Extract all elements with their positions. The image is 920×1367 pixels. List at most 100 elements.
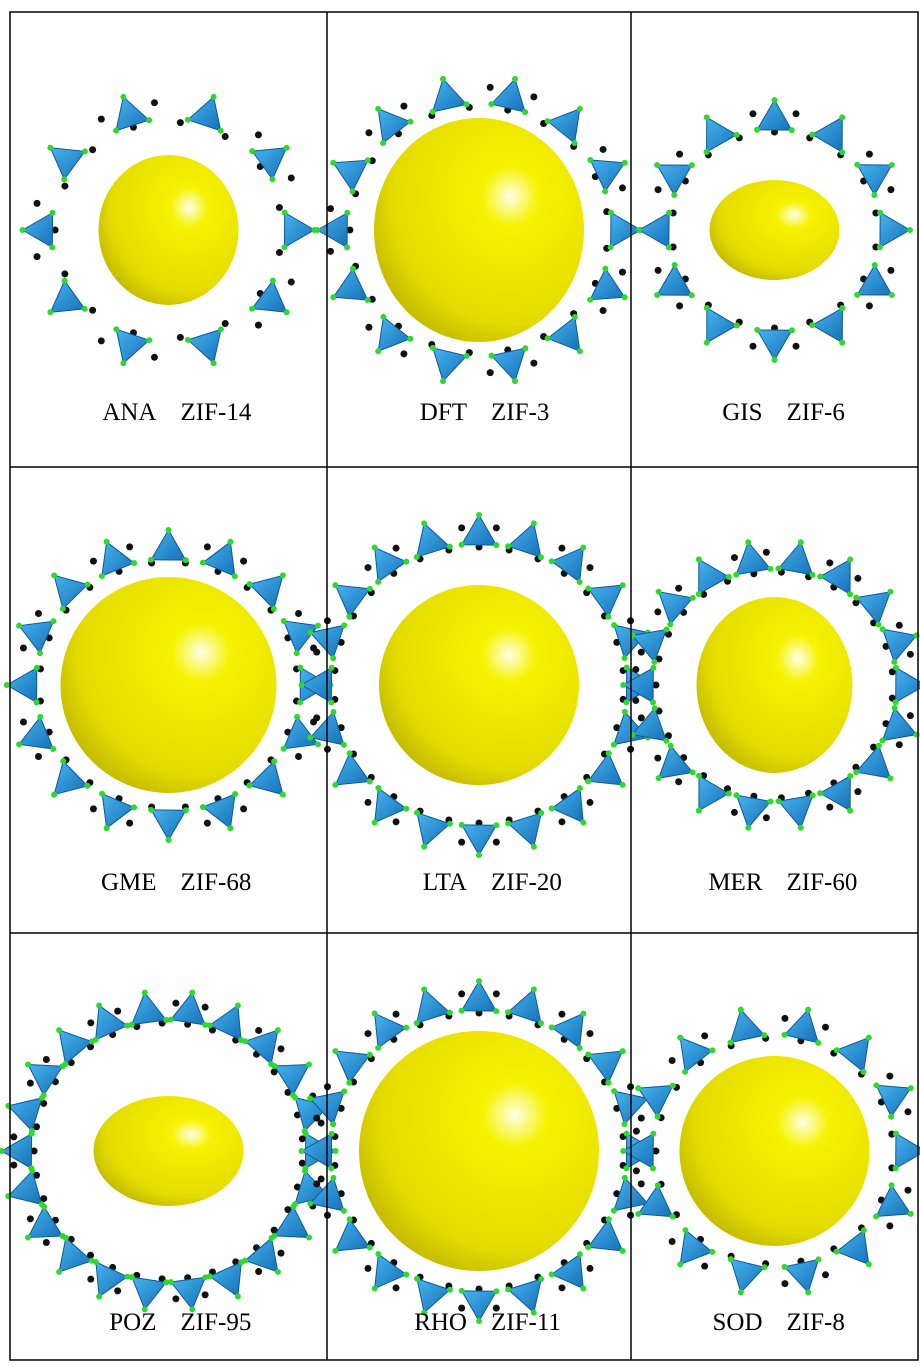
nitrogen [839, 149, 846, 156]
tetrahedron [550, 787, 584, 824]
nitrogen [745, 539, 752, 546]
nitrogen [892, 664, 899, 671]
tetrahedron [879, 211, 911, 249]
tetrahedron [460, 514, 498, 546]
nitrogen [621, 159, 628, 166]
nitrogen [865, 1034, 872, 1041]
atom [895, 741, 903, 749]
structure [314, 75, 644, 385]
nitrogen [217, 326, 224, 333]
tetrahedron [332, 159, 369, 193]
atom [400, 102, 408, 110]
atom [895, 621, 903, 629]
tetrahedron [0, 1132, 33, 1170]
nitrogen [907, 1085, 914, 1092]
atom [865, 302, 873, 310]
nitrogen [737, 1289, 744, 1296]
tetrahedron [698, 775, 730, 812]
atom [675, 778, 683, 786]
tetrahedron [706, 116, 738, 153]
tetrahedron [460, 1290, 498, 1322]
atom [254, 131, 262, 139]
nitrogen [873, 1213, 880, 1220]
tetrahedron [53, 760, 89, 796]
nitrogen [49, 244, 56, 251]
pore-sphere [98, 155, 239, 305]
tetrahedron [735, 794, 772, 829]
nitrogen [788, 127, 795, 134]
atom [313, 1180, 321, 1188]
structure [298, 512, 660, 858]
tetrahedron [756, 99, 793, 131]
tetrahedron [5, 666, 38, 704]
tetrahedron [208, 1004, 242, 1041]
nitrogen [754, 126, 761, 133]
nitrogen [623, 1165, 630, 1172]
nitrogen [733, 792, 740, 799]
nitrogen [210, 93, 217, 100]
nitrogen [131, 804, 138, 811]
nitrogen [689, 594, 696, 601]
atom [277, 1249, 285, 1257]
atom [10, 1161, 18, 1169]
nitrogen [301, 1127, 308, 1134]
nitrogen [268, 1234, 275, 1241]
nitrogen [458, 541, 465, 548]
atom [270, 1068, 278, 1076]
nitrogen [833, 1047, 840, 1054]
nitrogen [328, 1130, 335, 1137]
tetrahedron [895, 666, 920, 704]
atom [792, 342, 800, 350]
nitrogen [667, 621, 674, 628]
atom [203, 543, 211, 551]
nitrogen [40, 1092, 47, 1099]
nitrogen [330, 655, 337, 662]
nitrogen [817, 790, 824, 797]
nitrogen [619, 781, 626, 788]
nitrogen [231, 573, 238, 580]
topology-label: ANA [102, 399, 156, 426]
nitrogen [421, 843, 428, 850]
table-border [9, 11, 919, 1361]
nitrogen [580, 1010, 587, 1017]
atom [668, 1237, 676, 1245]
nitrogen [330, 708, 337, 715]
nitrogen [817, 573, 824, 580]
structure [19, 93, 318, 367]
nitrogen [605, 750, 612, 757]
nitrogen [576, 105, 583, 112]
nitrogen [538, 809, 545, 816]
nitrogen [650, 664, 657, 671]
atom [30, 1147, 38, 1155]
tetrahedron [637, 1184, 674, 1218]
nitrogen [364, 297, 371, 304]
nitrogen [576, 785, 583, 792]
nitrogen [602, 188, 609, 195]
tetrahedron [657, 744, 694, 779]
atom [654, 266, 662, 274]
atom [586, 1264, 594, 1272]
nitrogen [344, 244, 351, 251]
tetrahedron [334, 1218, 371, 1252]
atom [97, 115, 105, 123]
nitrogen [182, 557, 189, 564]
tetrahedron [416, 522, 451, 558]
nitrogen [210, 360, 217, 367]
nitrogen [234, 1002, 241, 1009]
nitrogen [505, 820, 512, 827]
nitrogen [580, 819, 587, 826]
nitrogen [290, 1203, 297, 1210]
pore-sphere [709, 180, 840, 280]
atom [632, 1167, 640, 1175]
tetrahedron [698, 558, 730, 595]
tetrahedron [18, 620, 55, 655]
nitrogen [113, 326, 120, 333]
nitrogen [167, 1279, 174, 1286]
atom [33, 199, 41, 207]
tetrahedron [637, 1085, 674, 1118]
tetrahedron [95, 1261, 129, 1298]
nitrogen [0, 1148, 5, 1154]
nitrogen [349, 265, 356, 272]
